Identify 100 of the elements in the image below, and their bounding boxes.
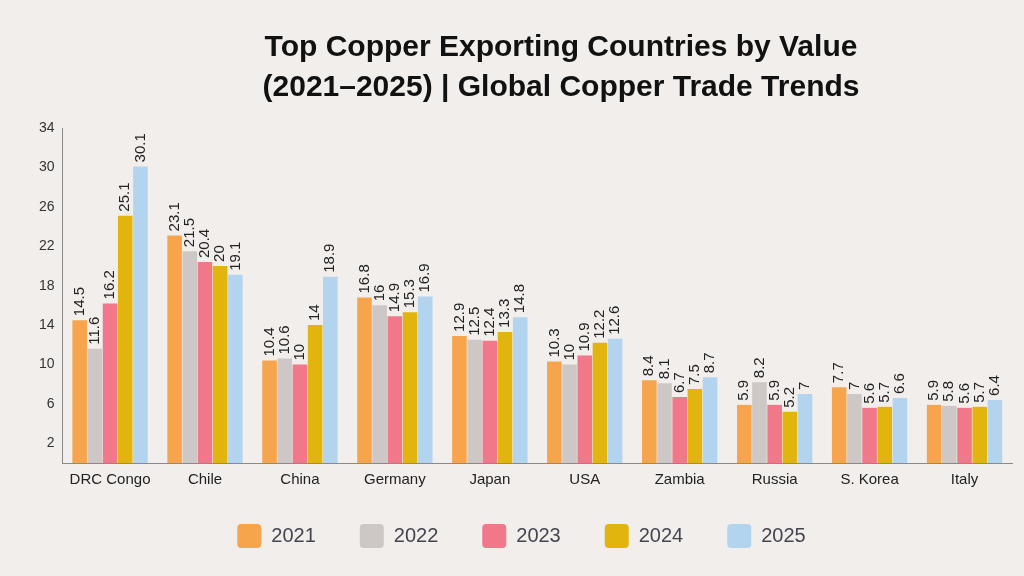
data-label: 5.9 bbox=[734, 380, 752, 401]
data-label: 7 bbox=[795, 381, 813, 391]
bar bbox=[512, 317, 528, 463]
data-label: 10.9 bbox=[574, 322, 592, 352]
bar bbox=[877, 406, 893, 463]
x-tick-label: Russia bbox=[751, 470, 799, 488]
bar bbox=[642, 380, 657, 463]
data-label: 8.4 bbox=[639, 355, 657, 377]
data-label: 10 bbox=[559, 343, 577, 361]
data-label: 10.6 bbox=[274, 325, 292, 355]
bar bbox=[577, 355, 593, 463]
data-label: 16.8 bbox=[354, 264, 372, 294]
legend-label: 2021 bbox=[271, 523, 316, 546]
y-tick-label: 18 bbox=[38, 276, 55, 293]
x-tick-label: Zambia bbox=[654, 470, 706, 488]
data-label: 14 bbox=[305, 304, 323, 322]
data-label: 12.9 bbox=[449, 302, 467, 332]
data-label: 12.4 bbox=[479, 307, 497, 337]
y-tick-label: 26 bbox=[38, 197, 55, 214]
x-tick-label: Japan bbox=[469, 470, 511, 488]
bar bbox=[482, 340, 498, 463]
data-label: 10.4 bbox=[259, 327, 277, 357]
bar bbox=[972, 406, 988, 463]
data-label: 13.3 bbox=[495, 298, 513, 328]
data-label: 5.9 bbox=[924, 380, 942, 401]
data-label: 16.9 bbox=[415, 263, 433, 293]
bar bbox=[592, 342, 608, 463]
data-label: 8.2 bbox=[749, 357, 767, 379]
data-label: 5.7 bbox=[874, 381, 892, 403]
data-label: 14.5 bbox=[69, 286, 87, 317]
data-label: 5.6 bbox=[859, 382, 877, 404]
x-tick-label: Germany bbox=[364, 470, 427, 488]
bar bbox=[562, 364, 577, 463]
bar bbox=[262, 360, 277, 463]
bar bbox=[402, 312, 418, 463]
x-tick-label: China bbox=[280, 470, 321, 488]
data-label: 7.7 bbox=[829, 362, 847, 384]
data-label: 25.1 bbox=[115, 182, 133, 212]
bar bbox=[957, 407, 972, 463]
bar bbox=[831, 387, 847, 463]
data-label: 5.8 bbox=[939, 380, 957, 402]
legend-label: 2024 bbox=[638, 523, 684, 546]
data-label: 12.5 bbox=[464, 306, 482, 336]
data-label: 21.5 bbox=[179, 217, 197, 248]
data-label: 19.1 bbox=[225, 241, 243, 271]
legend-label: 2022 bbox=[393, 523, 439, 546]
data-label: 5.6 bbox=[954, 382, 972, 404]
data-label: 16 bbox=[369, 284, 387, 302]
bar bbox=[942, 405, 957, 463]
y-tick-label: 6 bbox=[46, 394, 55, 411]
data-label: 12.2 bbox=[590, 309, 608, 339]
data-label: 15.3 bbox=[400, 279, 418, 309]
y-tick-label: 10 bbox=[38, 355, 55, 372]
bar bbox=[847, 394, 862, 463]
bar bbox=[467, 339, 482, 463]
bar bbox=[452, 335, 467, 463]
bar bbox=[87, 348, 103, 463]
bar bbox=[197, 262, 213, 463]
bar bbox=[182, 251, 198, 463]
legend-label: 2023 bbox=[516, 523, 561, 546]
bar bbox=[372, 305, 387, 463]
bar bbox=[736, 404, 752, 463]
bar bbox=[72, 320, 87, 463]
bar bbox=[547, 361, 562, 463]
bar bbox=[117, 215, 133, 463]
data-label: 14.9 bbox=[385, 282, 403, 313]
data-label: 30.1 bbox=[130, 133, 148, 163]
data-label: 10 bbox=[290, 343, 308, 361]
bar bbox=[102, 303, 118, 463]
bar bbox=[987, 399, 1003, 463]
bar bbox=[212, 265, 228, 463]
x-tick-label: Chile bbox=[187, 470, 223, 488]
legend-label: 2025 bbox=[761, 523, 806, 546]
data-label: 18.9 bbox=[320, 243, 338, 273]
data-label: 6.6 bbox=[890, 373, 908, 394]
bar bbox=[892, 397, 908, 463]
data-label: 7.5 bbox=[685, 364, 703, 386]
y-tick-label: 34 bbox=[38, 118, 55, 135]
bar bbox=[687, 389, 703, 463]
bar bbox=[607, 338, 623, 463]
chart-title: Top Copper Exporting Countries by Value (2021–2025) | Global Copper Trade Trends bbox=[261, 28, 861, 104]
bar bbox=[277, 358, 293, 463]
bar bbox=[357, 297, 372, 463]
bar bbox=[862, 407, 877, 463]
data-label: 16.2 bbox=[100, 270, 118, 300]
bar bbox=[767, 404, 782, 463]
bar bbox=[797, 394, 813, 463]
bar bbox=[292, 364, 308, 463]
data-label: 8.7 bbox=[700, 352, 718, 374]
bar bbox=[926, 404, 942, 463]
bar bbox=[672, 396, 687, 463]
x-tick-label: USA bbox=[569, 470, 601, 488]
x-tick-label: Italy bbox=[950, 470, 979, 488]
data-label: 12.6 bbox=[605, 305, 623, 335]
data-label: 20.4 bbox=[195, 228, 213, 258]
bar bbox=[387, 316, 403, 463]
data-label: 14.8 bbox=[510, 283, 528, 314]
bar bbox=[417, 296, 433, 463]
bar bbox=[782, 411, 798, 463]
data-label: 5.9 bbox=[764, 380, 782, 401]
